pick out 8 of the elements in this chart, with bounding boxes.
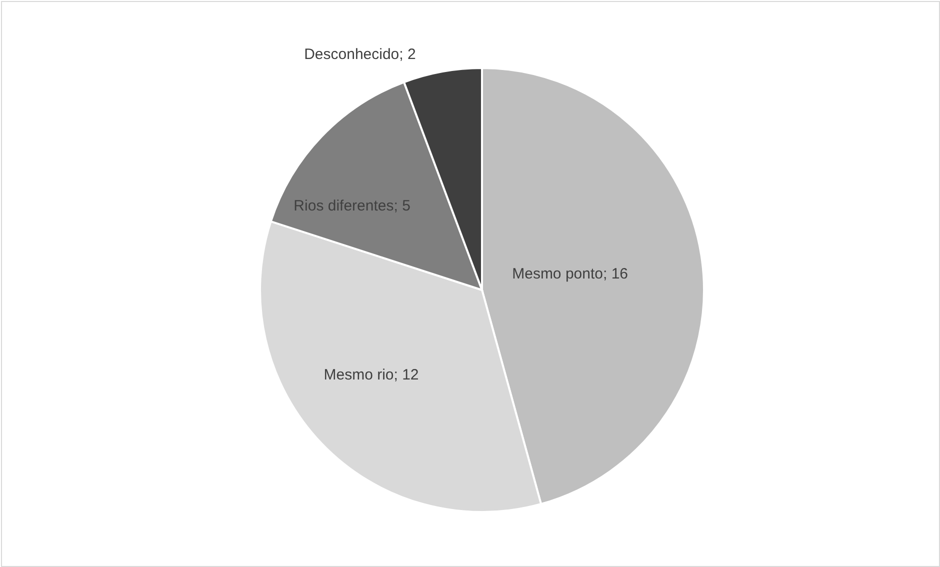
- data-label: ; 2: [399, 46, 416, 63]
- slice-label: Rios diferentes: [294, 198, 394, 215]
- slice-label: Mesmo rio: [324, 366, 394, 384]
- data-label: ; 5: [394, 198, 410, 215]
- slice-label: Mesmo ponto: [512, 266, 603, 283]
- data-label: ; 12: [394, 366, 419, 384]
- slice-label: Desconhecido: [304, 46, 400, 63]
- data-label: ; 16: [602, 266, 628, 283]
